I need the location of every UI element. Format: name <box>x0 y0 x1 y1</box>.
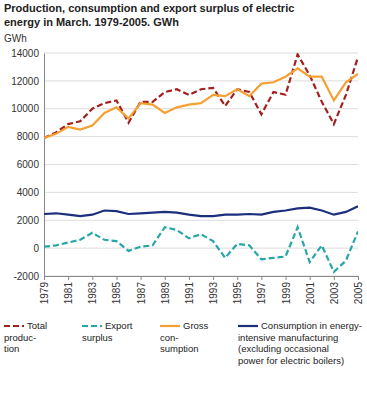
x-tick-mark <box>213 276 214 280</box>
x-tick: 2003 <box>329 276 340 304</box>
x-tick-label: 1997 <box>256 282 267 305</box>
legend: Totalproduc-tion Exportsurplus Grosscon-su… <box>4 320 362 366</box>
legend-label: Grosscon-sumption <box>160 320 209 354</box>
plot-area <box>44 54 358 271</box>
y-tick-label: 12000 <box>11 76 39 87</box>
x-tick: 1991 <box>184 276 195 304</box>
y-tick-label: 10000 <box>11 103 39 114</box>
y-tick-label: 2000 <box>17 215 40 226</box>
legend-label: Exportsurplus <box>82 320 133 343</box>
x-tick-label: 1981 <box>63 282 74 305</box>
x-tick-mark <box>358 276 359 280</box>
x-tick-label: 1989 <box>160 282 171 305</box>
x-tick-mark <box>261 276 262 280</box>
x-tick: 1983 <box>87 276 98 304</box>
x-tick: 1987 <box>136 276 147 304</box>
y-tick: 2000 <box>17 215 44 226</box>
x-tick-label: 2005 <box>353 282 364 305</box>
x-tick-mark <box>116 276 117 280</box>
x-tick-label: 1993 <box>208 282 219 305</box>
x-tick: 1999 <box>281 276 292 304</box>
y-tick-label: 6000 <box>17 159 40 170</box>
legend-item: Consumption in energy-intensive manufact… <box>238 320 362 366</box>
x-axis: 1979 1981 1983 1985 1987 1989 1991 1993 1995 1997… <box>39 276 364 304</box>
legend-label: Totalproduc-tion <box>4 320 47 354</box>
x-tick-mark <box>334 276 335 280</box>
y-tick: -2000 <box>13 271 44 282</box>
y-axis: -2000 0 2000 4000 6000 8000 10000 12000 14000 <box>11 48 44 282</box>
legend-swatch <box>160 325 180 327</box>
y-tick: 12000 <box>11 76 44 87</box>
x-tick-label: 1999 <box>281 282 292 305</box>
grid-line <box>44 53 358 54</box>
grid <box>44 53 358 276</box>
chart-svg: Production, consumption and export surpl… <box>0 0 367 397</box>
series-line <box>44 54 358 138</box>
grid-line <box>44 276 358 277</box>
x-tick-mark <box>286 276 287 280</box>
x-tick-mark <box>44 276 45 280</box>
x-tick-mark <box>165 276 166 280</box>
x-tick: 1989 <box>160 276 171 304</box>
legend-label: Consumption in energy-intensive manufact… <box>238 320 362 366</box>
grid-line <box>44 248 358 249</box>
x-tick-label: 1987 <box>136 282 147 305</box>
x-tick-label: 1979 <box>39 282 50 305</box>
x-tick-label: 1985 <box>111 282 122 305</box>
legend-item: Grosscon-sumption <box>160 320 209 354</box>
y-tick-label: 0 <box>33 243 39 254</box>
series-line <box>44 68 358 138</box>
y-tick-label: 14000 <box>11 48 39 59</box>
grid-line <box>44 192 358 193</box>
chart-container: Production, consumption and export surpl… <box>0 0 367 397</box>
y-tick: 6000 <box>17 159 44 170</box>
x-tick: 1993 <box>208 276 219 304</box>
x-tick: 2005 <box>353 276 364 304</box>
x-tick-mark <box>68 276 69 280</box>
series-line <box>44 206 358 216</box>
y-tick: 8000 <box>17 131 44 142</box>
y-axis-line <box>44 54 45 277</box>
series-line <box>44 227 358 272</box>
legend-swatch <box>4 325 24 327</box>
x-tick: 1979 <box>39 276 50 304</box>
y-tick: 4000 <box>17 187 44 198</box>
y-tick-label: 8000 <box>17 131 40 142</box>
x-tick: 1997 <box>256 276 267 304</box>
x-tick-label: 1983 <box>87 282 98 305</box>
grid-line <box>44 220 358 221</box>
x-tick: 2001 <box>305 276 316 304</box>
x-axis-line <box>45 276 359 277</box>
y-axis-label: GWh <box>4 33 27 44</box>
x-tick-mark <box>310 276 311 280</box>
x-tick-label: 2003 <box>329 282 340 305</box>
y-tick-label: -2000 <box>13 271 39 282</box>
grid-line <box>44 164 358 165</box>
legend-item: Totalproduc-tion <box>4 320 47 354</box>
x-tick-mark <box>92 276 93 280</box>
y-tick-label: 4000 <box>17 187 40 198</box>
y-tick: 14000 <box>11 48 44 59</box>
x-tick-label: 2001 <box>305 282 316 305</box>
x-tick: 1995 <box>232 276 243 304</box>
x-tick: 1981 <box>63 276 74 304</box>
x-tick-mark <box>141 276 142 280</box>
x-tick: 1985 <box>111 276 122 304</box>
x-tick-label: 1991 <box>184 282 195 305</box>
grid-line <box>44 136 358 137</box>
y-tick: 0 <box>33 243 44 254</box>
x-tick-mark <box>237 276 238 280</box>
legend-swatch <box>238 325 258 327</box>
legend-swatch <box>82 325 102 327</box>
legend-item: Exportsurplus <box>82 320 133 343</box>
title: Production, consumption and export surpl… <box>4 2 294 28</box>
y-tick: 10000 <box>11 103 44 114</box>
x-tick-label: 1995 <box>232 282 243 305</box>
x-tick-mark <box>189 276 190 280</box>
